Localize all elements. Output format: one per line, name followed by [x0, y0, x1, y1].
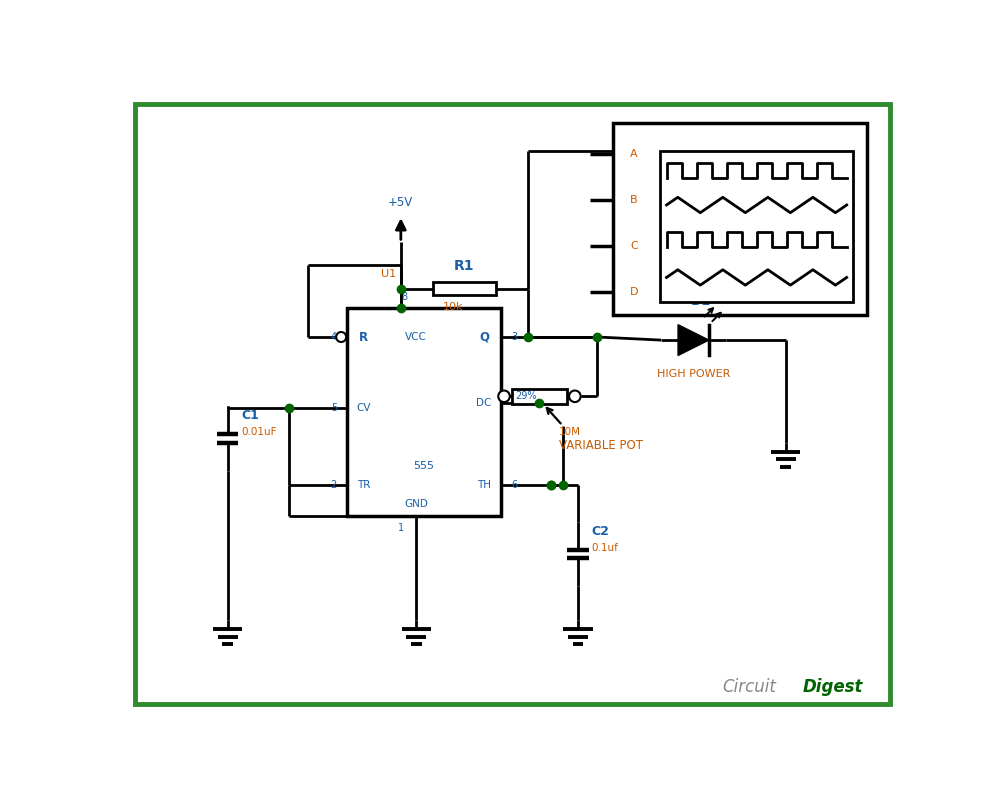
Text: 0.1uf: 0.1uf: [592, 543, 619, 553]
Text: +5V: +5V: [388, 196, 413, 209]
Text: Q: Q: [479, 330, 489, 343]
Bar: [512, 389, 567, 404]
Text: B: B: [630, 195, 638, 205]
Text: Circuit: Circuit: [722, 678, 776, 696]
Text: 10k: 10k: [443, 302, 464, 312]
Text: ⊖: ⊖: [570, 391, 580, 402]
Text: 5: 5: [331, 402, 337, 413]
Text: 2: 2: [331, 480, 337, 490]
Text: Digest: Digest: [802, 678, 863, 696]
Text: 4: 4: [331, 332, 337, 342]
Text: 0.01uF: 0.01uF: [241, 427, 277, 438]
Text: D: D: [630, 287, 638, 298]
Bar: [613, 123, 867, 315]
Text: C: C: [630, 241, 638, 251]
Text: U1: U1: [381, 270, 396, 279]
Circle shape: [569, 390, 581, 402]
Text: VCC: VCC: [405, 332, 427, 342]
Text: 10M: 10M: [559, 427, 581, 437]
Circle shape: [336, 332, 346, 342]
Text: A: A: [630, 149, 638, 158]
Text: ⊖: ⊖: [499, 391, 509, 402]
Text: C1: C1: [241, 409, 259, 422]
Text: 7: 7: [511, 398, 517, 408]
Text: 3: 3: [511, 332, 517, 342]
Bar: [660, 150, 853, 302]
Text: 8: 8: [402, 292, 408, 302]
Text: VARIABLE POT: VARIABLE POT: [559, 439, 643, 453]
Text: HIGH POWER: HIGH POWER: [657, 370, 730, 379]
Text: 29%: 29%: [516, 391, 537, 402]
Bar: [433, 282, 496, 295]
Text: DC: DC: [476, 398, 492, 408]
Text: R: R: [359, 330, 368, 343]
Text: TH: TH: [477, 480, 491, 490]
Text: 555: 555: [413, 461, 434, 470]
Text: GND: GND: [404, 499, 428, 509]
Polygon shape: [678, 325, 709, 355]
Text: C2: C2: [592, 525, 610, 538]
Text: 6: 6: [511, 480, 517, 490]
Text: 1: 1: [398, 523, 404, 534]
Text: TR: TR: [357, 480, 371, 490]
Text: R1: R1: [454, 259, 475, 273]
Bar: [347, 308, 501, 516]
Text: D1: D1: [691, 294, 711, 308]
Text: CV: CV: [357, 402, 371, 413]
Circle shape: [498, 390, 510, 402]
